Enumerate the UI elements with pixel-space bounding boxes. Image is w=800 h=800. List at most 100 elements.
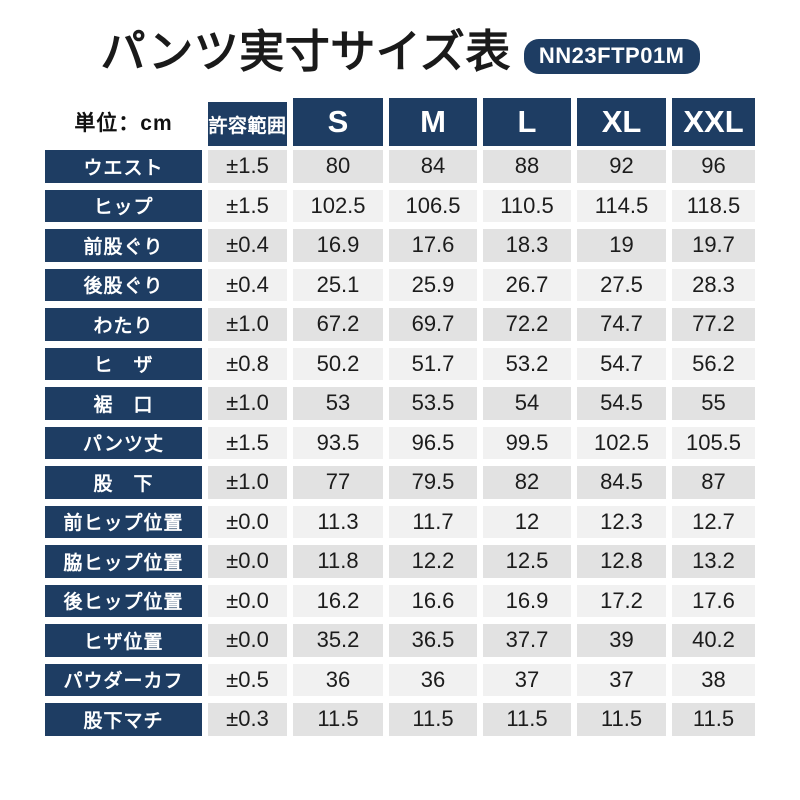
size-value-cell: 55 (672, 387, 755, 420)
row-label: 脇ヒップ位置 (45, 545, 202, 578)
row-label: パンツ丈 (45, 426, 202, 459)
size-value-cell: 17.2 (577, 584, 666, 617)
size-value-cell: 16.9 (483, 584, 571, 617)
size-value-cell: 67.2 (293, 308, 383, 341)
tolerance-cell: ±1.5 (208, 150, 287, 183)
table-row: パンツ丈 ±1.5 93.5 96.5 99.5 102.5 105.5 (45, 426, 755, 459)
size-value-cell: 12.7 (672, 505, 755, 538)
size-value-cell: 82 (483, 466, 571, 499)
size-value-cell: 11.5 (483, 703, 571, 736)
size-value-cell: 106.5 (389, 189, 477, 222)
size-value-cell: 27.5 (577, 268, 666, 301)
size-value-cell: 96 (672, 150, 755, 183)
size-value-cell: 110.5 (483, 189, 571, 222)
tolerance-cell: ±0.0 (208, 505, 287, 538)
size-value-cell: 12.2 (389, 545, 477, 578)
table-row: ウエスト ±1.5 80 84 88 92 96 (45, 150, 755, 183)
tolerance-cell: ±1.0 (208, 466, 287, 499)
table-row: わたり ±1.0 67.2 69.7 72.2 74.7 77.2 (45, 308, 755, 341)
size-value-cell: 69.7 (389, 308, 477, 341)
size-value-cell: 93.5 (293, 426, 383, 459)
size-value-cell: 12.5 (483, 545, 571, 578)
row-label: ヒップ (45, 189, 202, 222)
column-header-size-xl: XL (577, 98, 666, 146)
size-value-cell: 37 (483, 663, 571, 696)
size-value-cell: 11.3 (293, 505, 383, 538)
column-header-size-m: M (389, 98, 477, 146)
row-label: ヒ ザ (45, 347, 202, 380)
size-value-cell: 11.5 (577, 703, 666, 736)
size-value-cell: 102.5 (577, 426, 666, 459)
tolerance-cell: ±0.3 (208, 703, 287, 736)
size-value-cell: 11.5 (672, 703, 755, 736)
column-header-size-s: S (293, 98, 383, 146)
tolerance-cell: ±1.0 (208, 387, 287, 420)
table-body: ウエスト ±1.5 80 84 88 92 96 ヒップ ±1.5 102.5 … (45, 150, 755, 736)
row-label: 裾 口 (45, 387, 202, 420)
size-value-cell: 11.5 (389, 703, 477, 736)
size-value-cell: 25.1 (293, 268, 383, 301)
size-value-cell: 18.3 (483, 229, 571, 262)
size-value-cell: 11.5 (293, 703, 383, 736)
table-row: 裾 口 ±1.0 53 53.5 54 54.5 55 (45, 387, 755, 420)
size-value-cell: 19.7 (672, 229, 755, 262)
tolerance-cell: ±1.0 (208, 308, 287, 341)
table-row: 脇ヒップ位置 ±0.0 11.8 12.2 12.5 12.8 13.2 (45, 545, 755, 578)
size-value-cell: 28.3 (672, 268, 755, 301)
size-value-cell: 12 (483, 505, 571, 538)
size-value-cell: 36 (293, 663, 383, 696)
size-value-cell: 16.6 (389, 584, 477, 617)
size-value-cell: 37 (577, 663, 666, 696)
size-value-cell: 53.5 (389, 387, 477, 420)
size-value-cell: 17.6 (672, 584, 755, 617)
row-label: ウエスト (45, 150, 202, 183)
size-value-cell: 36.5 (389, 624, 477, 657)
size-value-cell: 11.7 (389, 505, 477, 538)
table-header-row: 単位：cm 許容範囲 S M L XL XXL (45, 98, 755, 146)
tolerance-cell: ±0.8 (208, 347, 287, 380)
size-value-cell: 53 (293, 387, 383, 420)
size-value-cell: 35.2 (293, 624, 383, 657)
row-label: わたり (45, 308, 202, 341)
row-label: 前股ぐり (45, 229, 202, 262)
unit-label: 単位：cm (74, 112, 173, 135)
row-label: 後股ぐり (45, 268, 202, 301)
size-value-cell: 26.7 (483, 268, 571, 301)
size-value-cell: 11.8 (293, 545, 383, 578)
row-label: ヒザ位置 (45, 624, 202, 657)
table-row: 股 下 ±1.0 77 79.5 82 84.5 87 (45, 466, 755, 499)
table-row: ヒザ位置 ±0.0 35.2 36.5 37.7 39 40.2 (45, 624, 755, 657)
column-header-size-xxl: XXL (672, 98, 755, 146)
size-value-cell: 53.2 (483, 347, 571, 380)
size-value-cell: 96.5 (389, 426, 477, 459)
row-label: 前ヒップ位置 (45, 505, 202, 538)
size-value-cell: 16.9 (293, 229, 383, 262)
row-label: 後ヒップ位置 (45, 584, 202, 617)
tolerance-cell: ±1.5 (208, 426, 287, 459)
size-value-cell: 51.7 (389, 347, 477, 380)
size-value-cell: 114.5 (577, 189, 666, 222)
size-value-cell: 99.5 (483, 426, 571, 459)
size-value-cell: 118.5 (672, 189, 755, 222)
page-title: パンツ実寸サイズ表 (100, 26, 511, 77)
tolerance-cell: ±0.4 (208, 229, 287, 262)
table-row: ヒップ ±1.5 102.5 106.5 110.5 114.5 118.5 (45, 189, 755, 222)
size-value-cell: 72.2 (483, 308, 571, 341)
size-value-cell: 12.8 (577, 545, 666, 578)
size-value-cell: 50.2 (293, 347, 383, 380)
row-label: 股 下 (45, 466, 202, 499)
size-value-cell: 84 (389, 150, 477, 183)
tolerance-cell: ±0.0 (208, 545, 287, 578)
size-value-cell: 79.5 (389, 466, 477, 499)
tolerance-cell: ±0.0 (208, 624, 287, 657)
tolerance-cell: ±1.5 (208, 189, 287, 222)
table-row: 後ヒップ位置 ±0.0 16.2 16.6 16.9 17.2 17.6 (45, 584, 755, 617)
table-row: 後股ぐり ±0.4 25.1 25.9 26.7 27.5 28.3 (45, 268, 755, 301)
table-row: パウダーカフ ±0.5 36 36 37 37 38 (45, 663, 755, 696)
size-value-cell: 40.2 (672, 624, 755, 657)
tolerance-cell: ±0.0 (208, 584, 287, 617)
size-value-cell: 88 (483, 150, 571, 183)
size-value-cell: 16.2 (293, 584, 383, 617)
chart-header: パンツ実寸サイズ表 NN23FTP01M (0, 0, 800, 78)
tolerance-cell: ±0.5 (208, 663, 287, 696)
